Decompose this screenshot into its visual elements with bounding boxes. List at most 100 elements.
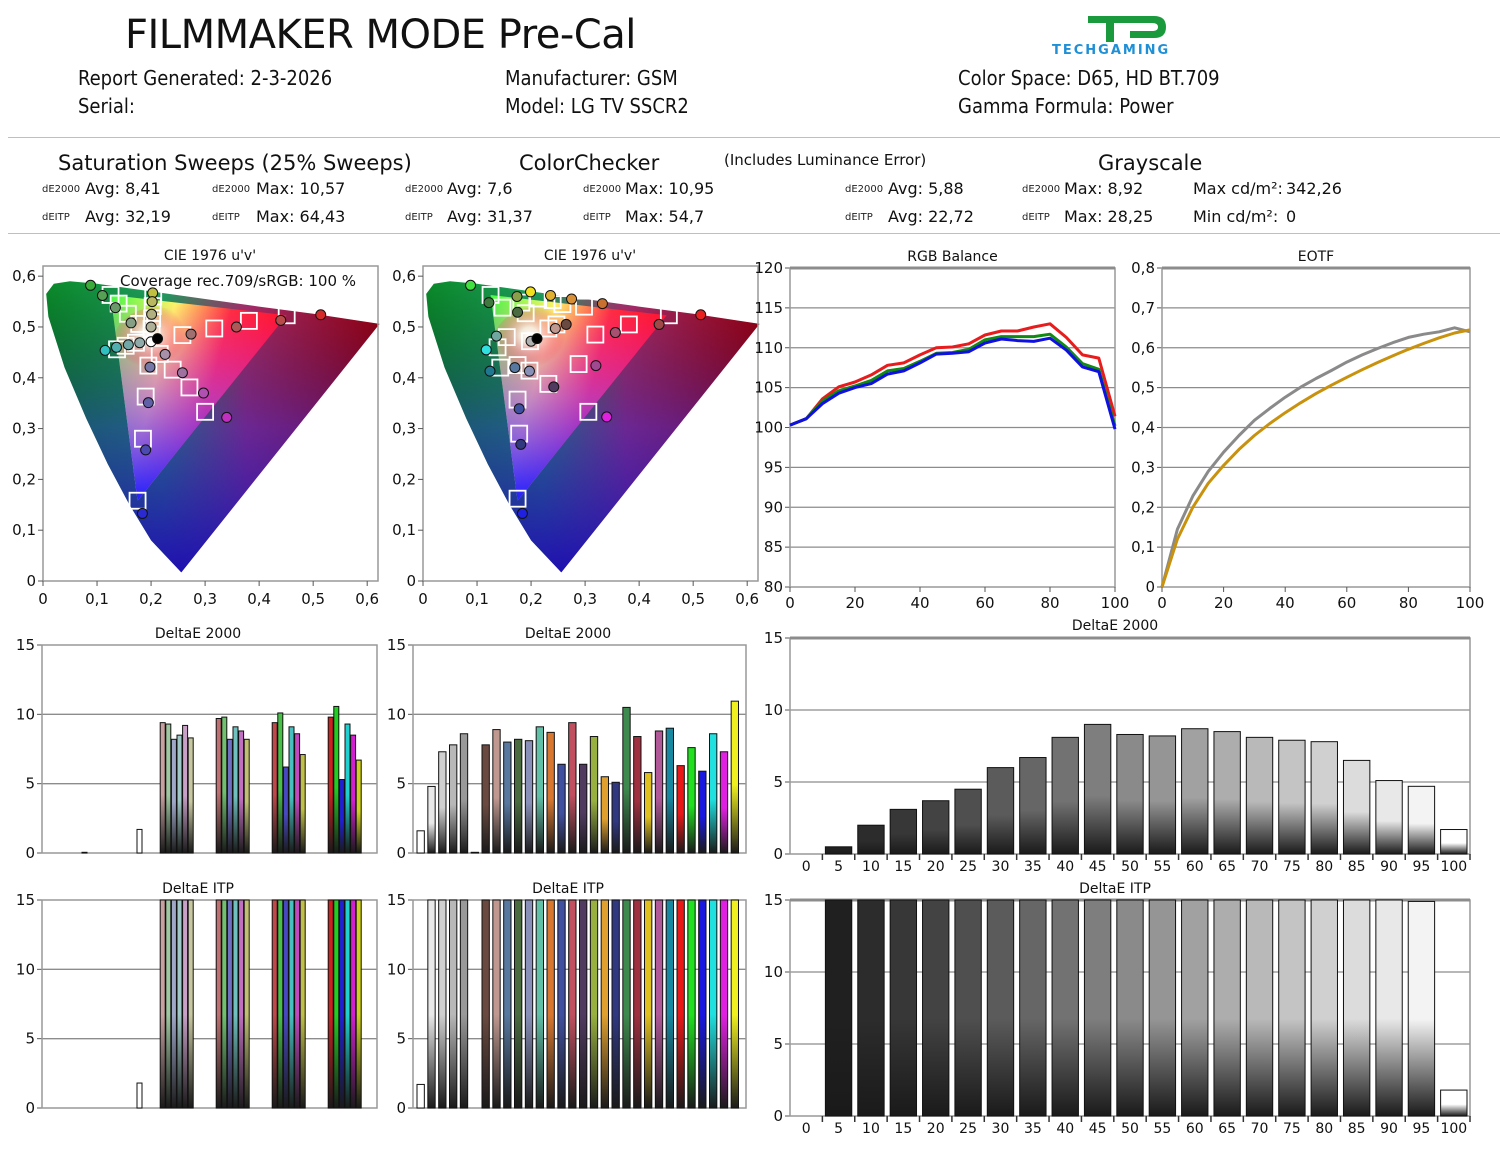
y-tick-label: 0 — [25, 844, 35, 862]
chart-title: DeltaE 2000 — [1072, 618, 1158, 634]
y-tick-label: 85 — [764, 538, 783, 556]
measured-point — [110, 341, 122, 353]
bar — [698, 770, 707, 854]
x-tick-label: 0,1 — [85, 590, 109, 608]
bar — [215, 899, 222, 1109]
measured-point — [480, 344, 492, 356]
x-tick-label: 0,2 — [139, 590, 163, 608]
x-tick-label: 10 — [862, 1121, 880, 1137]
bar — [459, 733, 469, 854]
y-tick-label: 0 — [1145, 578, 1155, 596]
bar — [633, 736, 642, 854]
coverage-annotation: Coverage rec.709/sRGB: 100 % — [120, 272, 356, 290]
y-tick-label: 0,1 — [1131, 538, 1155, 556]
measured-point — [96, 289, 108, 301]
bar — [535, 899, 545, 1109]
measured-point — [146, 308, 158, 320]
measured-point — [511, 290, 523, 302]
bar — [622, 899, 631, 1109]
bar — [557, 763, 566, 854]
gs-de-avg-label: dE2000 — [845, 184, 884, 195]
sat-itp-max-label: dEITP — [212, 212, 240, 223]
measured-point — [146, 296, 158, 308]
x-tick-label: 45 — [1089, 859, 1107, 874]
measured-point — [596, 298, 608, 310]
cie-saturation-chart: CIE 1976 u'v'00,10,20,30,40,50,60 0,1 0,2 0… — [12, 248, 380, 608]
x-tick-label: 85 — [1348, 1121, 1366, 1137]
y-tick-label: 5 — [773, 1035, 783, 1053]
plot-border — [41, 899, 378, 1109]
bar — [226, 738, 233, 854]
y-tick-label: 10 — [16, 705, 35, 723]
bar — [1245, 899, 1274, 1117]
target-square — [569, 355, 588, 373]
y-tick-label: 5 — [25, 775, 35, 793]
y-tick-label: 120 — [755, 259, 783, 277]
y-tick-label: 0,8 — [1131, 259, 1155, 277]
bar — [622, 706, 631, 854]
max-luminance: 342,26 — [1286, 179, 1342, 198]
measured-point — [125, 317, 137, 329]
min-luminance: 0 — [1286, 207, 1297, 226]
y-tick-label: 10 — [764, 963, 783, 981]
x-tick-label: 80 — [1040, 594, 1059, 612]
x-tick-label: 20 — [845, 594, 864, 612]
x-tick-label: 20 — [927, 1121, 945, 1137]
saturation-title: Saturation Sweeps (25% Sweeps) — [58, 151, 412, 175]
x-tick-label: 100 — [1440, 859, 1467, 874]
grayscale-itp-chart: DeltaE ITP 0 5 10 15 0 5 10 15 20 25 30 35 40 45 50 55 60… — [764, 881, 1471, 1137]
x-tick-label: 20 — [927, 859, 945, 874]
bar — [327, 899, 334, 1109]
x-tick-label: 25 — [959, 1121, 977, 1137]
y-tick-label: 0,3 — [392, 420, 416, 438]
plot-border — [42, 265, 379, 582]
y-tick-label: 0,6 — [12, 267, 36, 285]
plot-frame: 0 0,1 0,2 0,3 0,4 0,5 0,6 0,7 0,8 — [1131, 259, 1471, 596]
bar — [299, 754, 306, 854]
sat-de-max: Max: 10,57 — [256, 179, 346, 198]
measured-point — [136, 507, 148, 519]
measured-point — [134, 337, 146, 349]
x-tick-label: 0,4 — [247, 590, 271, 608]
bar — [535, 726, 545, 854]
target-square — [196, 402, 214, 421]
bar — [1116, 733, 1144, 855]
measured-point — [85, 279, 97, 291]
bar — [665, 727, 674, 854]
y-tick-label: 80 — [764, 578, 783, 596]
saturation-itp-chart: DeltaE ITP 0 5 10 15 — [16, 881, 378, 1117]
bar — [438, 899, 447, 1109]
bar — [546, 731, 555, 854]
x-tick-label: 60 — [1186, 859, 1204, 874]
x-tick-label: 40 — [1056, 859, 1074, 874]
bar — [1019, 757, 1047, 855]
x-tick-label: 100 — [1101, 594, 1130, 612]
serial: Serial: — [78, 94, 135, 118]
bar — [719, 899, 729, 1109]
sat-itp-avg: Avg: 32,19 — [85, 207, 171, 226]
x-tick-label: 45 — [1089, 1121, 1107, 1137]
y-tick-label: 0,2 — [1131, 498, 1155, 516]
x-tick-label: 65 — [1218, 1121, 1236, 1137]
bar — [243, 738, 250, 854]
gs-itp-avg-label: dEITP — [845, 212, 873, 223]
y-tick-label: 100 — [755, 419, 783, 437]
y-tick-label: 0,7 — [1131, 299, 1155, 317]
x-tick-label: 0,3 — [573, 590, 597, 608]
target-square — [575, 297, 593, 316]
bar — [350, 899, 357, 1109]
axes: 0 0,1 0,2 0,3 0,4 0,5 0,6 0 0,1 0,2 0,3 0,4 0,5 0,6 — [392, 265, 759, 608]
bar — [1342, 899, 1371, 1117]
bar — [1148, 899, 1177, 1117]
y-tick-label: 10 — [387, 705, 406, 723]
cc-de-avg-label: dE2000 — [405, 184, 444, 195]
y-tick-label: 5 — [25, 1030, 35, 1048]
bar — [176, 734, 183, 854]
bar — [344, 723, 351, 854]
measured-point — [609, 327, 621, 339]
y-tick-label: 0 — [773, 845, 783, 863]
bar — [492, 729, 501, 854]
bar — [524, 740, 534, 854]
y-tick-label: 115 — [755, 299, 783, 317]
bar — [282, 899, 289, 1109]
